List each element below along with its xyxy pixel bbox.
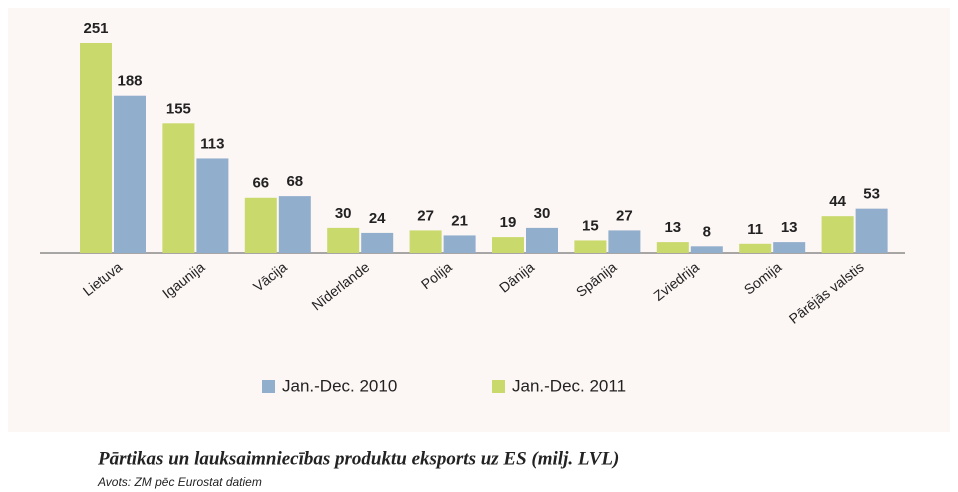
value-label: 13 bbox=[781, 219, 798, 236]
bar bbox=[656, 242, 689, 253]
value-label: 27 bbox=[417, 207, 434, 224]
value-label: 155 bbox=[166, 100, 191, 117]
value-label: 188 bbox=[117, 73, 142, 90]
bar bbox=[114, 95, 146, 253]
bar bbox=[80, 43, 112, 253]
value-label: 66 bbox=[252, 175, 269, 192]
legend-swatch bbox=[262, 380, 275, 393]
bar bbox=[278, 196, 311, 253]
legend-label: Jan.-Dec. 2011 bbox=[512, 376, 626, 395]
bar bbox=[526, 227, 558, 253]
bar bbox=[739, 243, 772, 253]
value-label: 53 bbox=[863, 186, 880, 203]
bar bbox=[443, 235, 476, 253]
plot-background bbox=[8, 8, 950, 432]
legend-swatch bbox=[492, 380, 505, 393]
bar bbox=[690, 246, 723, 253]
value-label: 15 bbox=[582, 217, 599, 234]
value-label: 11 bbox=[747, 221, 763, 238]
bar bbox=[196, 158, 229, 253]
value-label: 30 bbox=[534, 205, 551, 222]
value-label: 113 bbox=[200, 135, 224, 152]
value-label: 44 bbox=[829, 193, 846, 210]
value-label: 19 bbox=[500, 214, 517, 231]
bar bbox=[574, 240, 607, 253]
value-label: 13 bbox=[664, 219, 681, 236]
value-label: 68 bbox=[286, 173, 303, 190]
bar bbox=[492, 237, 524, 253]
bar bbox=[361, 232, 394, 253]
bar bbox=[409, 230, 442, 253]
value-label: 8 bbox=[703, 223, 711, 240]
bar bbox=[162, 123, 195, 253]
bar bbox=[327, 227, 360, 253]
legend-label: Jan.-Dec. 2010 bbox=[282, 376, 397, 395]
value-label: 251 bbox=[83, 20, 108, 37]
bar bbox=[244, 197, 277, 253]
bar bbox=[821, 216, 854, 253]
bar bbox=[608, 230, 641, 253]
value-label: 21 bbox=[451, 212, 468, 229]
source: Avots: ZM pēc Eurostat datiem bbox=[97, 475, 262, 489]
value-label: 24 bbox=[369, 210, 386, 227]
value-label: 27 bbox=[616, 207, 633, 224]
caption: Pārtikas un lauksaimniecības produktu ek… bbox=[97, 448, 619, 469]
bar bbox=[855, 208, 888, 253]
value-label: 30 bbox=[335, 205, 352, 222]
bar bbox=[773, 242, 806, 253]
